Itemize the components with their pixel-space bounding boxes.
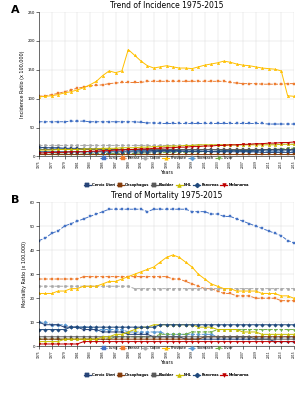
- X-axis label: Years: Years: [160, 170, 173, 175]
- X-axis label: Years: Years: [160, 360, 173, 365]
- Text: B: B: [11, 195, 19, 205]
- Text: A: A: [11, 5, 20, 15]
- Legend: Cervix Uteri, Oesophagus, Bladder, NHL, Pancreas, Melanoma: Cervix Uteri, Oesophagus, Bladder, NHL, …: [84, 184, 249, 188]
- Title: Trend of Mortality 1975-2015: Trend of Mortality 1975-2015: [111, 191, 222, 200]
- Title: Trend of Incidence 1975-2015: Trend of Incidence 1975-2015: [110, 1, 223, 10]
- Y-axis label: Incidence Ratio (x 100,000): Incidence Ratio (x 100,000): [20, 50, 25, 118]
- Legend: Cervix Uteri, Oesophagus, Bladder, NHL, Pancreas, Melanoma: Cervix Uteri, Oesophagus, Bladder, NHL, …: [84, 374, 249, 378]
- Y-axis label: Mortality Ratio (x 100,000): Mortality Ratio (x 100,000): [22, 241, 27, 307]
